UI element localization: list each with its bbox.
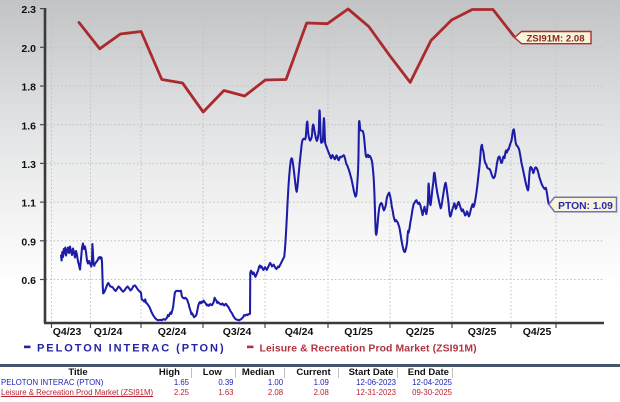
svg-text:ZSI91M: 2.08: ZSI91M: 2.08	[526, 33, 585, 44]
svg-text:Q3/25: Q3/25	[468, 326, 497, 338]
svg-text:Q2/24: Q2/24	[158, 326, 187, 338]
svg-text:Q1/24: Q1/24	[94, 326, 123, 338]
svg-text:1.3: 1.3	[21, 159, 36, 171]
svg-text:0.6: 0.6	[21, 275, 36, 287]
svg-text:2.0: 2.0	[21, 43, 36, 55]
svg-text:1.6: 1.6	[21, 120, 36, 132]
svg-text:1.8: 1.8	[21, 82, 36, 94]
svg-text:PELOTON INTERAC (PTON): PELOTON INTERAC (PTON)	[37, 342, 226, 354]
svg-text:Q4/25: Q4/25	[523, 326, 552, 338]
svg-text:1.1: 1.1	[21, 198, 36, 210]
svg-text:PTON: 1.09: PTON: 1.09	[558, 201, 613, 212]
svg-text:Q4/24: Q4/24	[285, 326, 314, 338]
svg-text:0.9: 0.9	[21, 236, 36, 248]
svg-text:Q1/25: Q1/25	[344, 326, 373, 338]
svg-text:Q2/25: Q2/25	[406, 326, 435, 338]
svg-text:Q4/23: Q4/23	[53, 326, 82, 338]
svg-text:Q3/24: Q3/24	[223, 326, 252, 338]
svg-text:2.3: 2.3	[21, 4, 36, 16]
svg-text:Leisure & Recreation Prod Mark: Leisure & Recreation Prod Market (ZSI91M…	[260, 343, 477, 354]
